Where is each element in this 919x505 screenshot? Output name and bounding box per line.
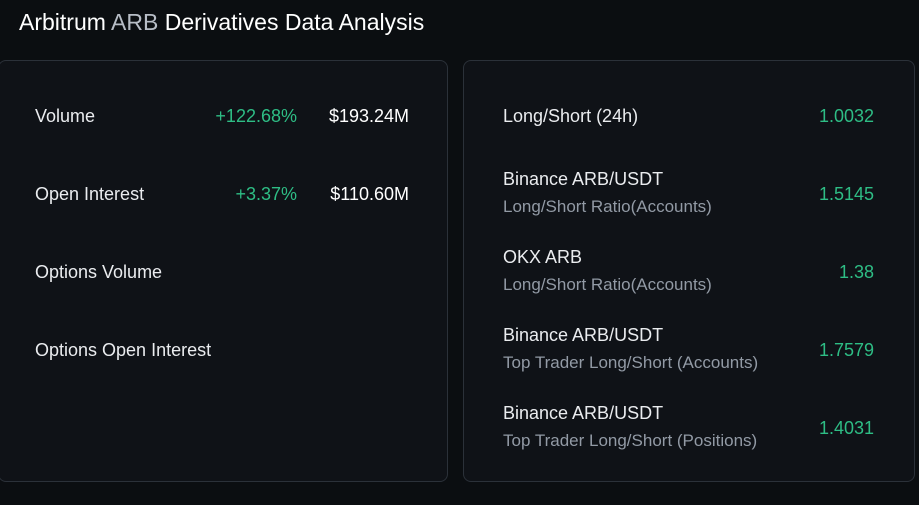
ratio-title: OKX ARB — [503, 247, 583, 267]
ratio-row-okx-accounts: OKX ARB Long/Short Ratio(Accounts) 1.38 — [503, 243, 874, 299]
ratio-value: 1.4031 — [818, 418, 874, 438]
ratio-subtitle: Long/Short Ratio(Accounts) — [503, 275, 712, 294]
long-short-card: Long/Short (24h) 1.0032 Binance ARB/USDT… — [463, 60, 915, 482]
metric-change: +3.37% — [235, 184, 297, 204]
title-suffix: Derivatives Data Analysis — [164, 9, 425, 35]
ratio-row-binance-top-trader-positions: Binance ARB/USDT Top Trader Long/Short (… — [503, 399, 874, 455]
metric-value: $193.24M — [328, 106, 409, 126]
ratio-title: Binance ARB/USDT — [503, 403, 664, 423]
ratio-value: 1.7579 — [818, 340, 874, 360]
ratio-title: Long/Short (24h) — [503, 106, 639, 126]
title-prefix: Arbitrum — [19, 9, 106, 35]
ratio-row-binance-top-trader-accounts: Binance ARB/USDT Top Trader Long/Short (… — [503, 321, 874, 377]
metric-row-options-open-interest: Options Open Interest — [35, 336, 409, 364]
metric-label: Open Interest — [35, 184, 145, 204]
metric-change: +122.68% — [215, 106, 297, 126]
ratio-subtitle: Top Trader Long/Short (Positions) — [503, 431, 758, 450]
ratio-row-binance-accounts: Binance ARB/USDT Long/Short Ratio(Accoun… — [503, 165, 874, 221]
metric-value: $110.60M — [330, 184, 409, 204]
ratio-value: 1.5145 — [818, 184, 874, 204]
metric-row-options-volume: Options Volume — [35, 258, 409, 286]
metric-label: Options Open Interest — [35, 340, 212, 360]
metric-label: Options Volume — [35, 262, 163, 282]
ratio-title: Binance ARB/USDT — [503, 325, 664, 345]
ratio-subtitle: Long/Short Ratio(Accounts) — [503, 197, 712, 216]
ratio-value: 1.38 — [838, 262, 874, 282]
title-ticker: ARB — [111, 9, 159, 35]
ratio-subtitle: Top Trader Long/Short (Accounts) — [503, 353, 759, 372]
metric-label: Volume — [35, 106, 96, 126]
metric-row-open-interest: Open Interest +3.37% $110.60M — [35, 180, 409, 208]
metric-row-volume: Volume +122.68% $193.24M — [35, 102, 409, 130]
ratio-row-long-short-24h: Long/Short (24h) 1.0032 — [503, 102, 874, 130]
ratio-value: 1.0032 — [818, 106, 874, 126]
page-title: Arbitrum ARB Derivatives Data Analysis — [19, 8, 424, 36]
ratio-title: Binance ARB/USDT — [503, 169, 664, 189]
market-metrics-card: Volume +122.68% $193.24M Open Interest +… — [0, 60, 448, 482]
